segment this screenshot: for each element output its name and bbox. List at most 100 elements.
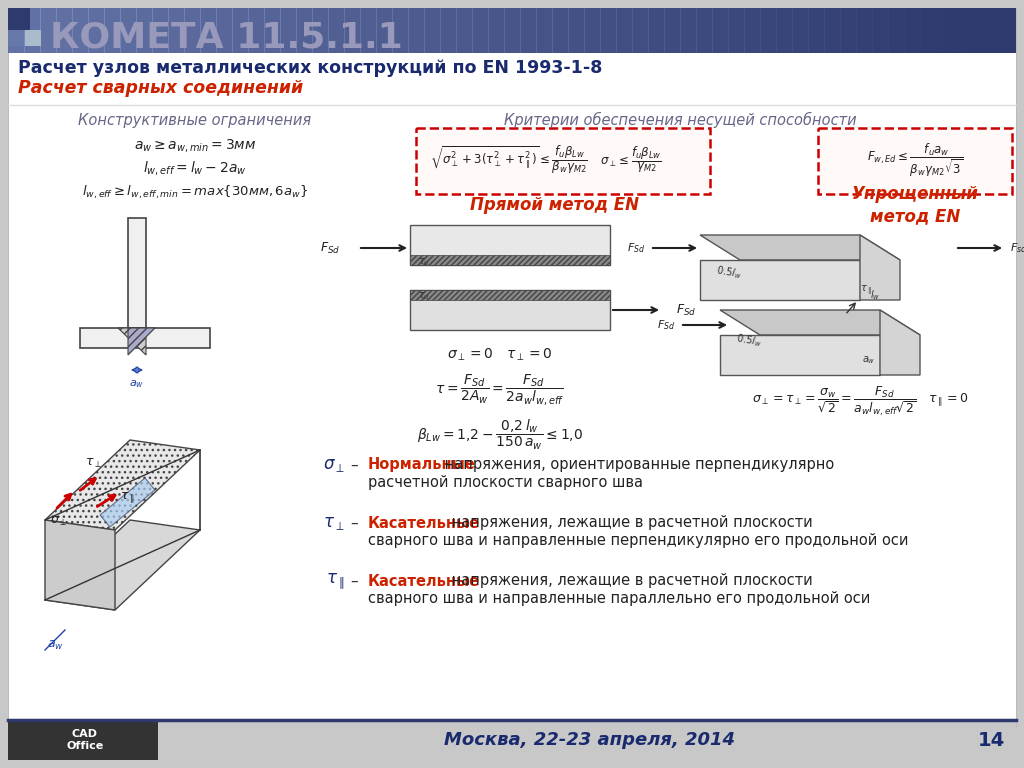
Text: Конструктивные ограничения: Конструктивные ограничения	[79, 112, 311, 127]
Bar	[696, 8, 713, 53]
Bar	[776, 8, 793, 53]
Bar	[824, 8, 841, 53]
Bar	[248, 8, 265, 53]
Bar	[872, 8, 889, 53]
Bar	[616, 8, 633, 53]
Text: $\boldsymbol{\tau_\parallel}$: $\boldsymbol{\tau_\parallel}$	[327, 571, 345, 591]
Polygon shape	[100, 478, 155, 527]
Bar	[792, 8, 809, 53]
Text: Прямой метод EN: Прямой метод EN	[470, 196, 640, 214]
FancyBboxPatch shape	[818, 128, 1012, 194]
Bar	[24, 8, 41, 53]
Bar	[648, 8, 665, 53]
Bar	[856, 8, 873, 53]
Text: $0.5l_w$: $0.5l_w$	[735, 331, 763, 349]
Bar	[664, 8, 681, 53]
Bar	[168, 8, 185, 53]
Bar	[552, 8, 569, 53]
Bar	[128, 218, 146, 328]
Bar	[88, 8, 105, 53]
Text: $\tau_\parallel$: $\tau_\parallel$	[860, 284, 871, 298]
Bar	[568, 8, 585, 53]
Bar	[136, 8, 153, 53]
Bar	[8, 720, 158, 760]
Bar	[488, 8, 505, 53]
Polygon shape	[880, 310, 920, 375]
Polygon shape	[118, 328, 146, 355]
Text: напряжения, ориентированные перпендикулярно: напряжения, ориентированные перпендикуля…	[440, 458, 835, 472]
Text: $\sigma_\perp\leq\dfrac{f_u\beta_{Lw}}{\gamma_{M2}}$: $\sigma_\perp\leq\dfrac{f_u\beta_{Lw}}{\…	[600, 144, 662, 175]
Text: $\sqrt{\sigma_\perp^2+3(\tau_\perp^2+\tau_\parallel^2)}\leq\dfrac{f_u\beta_{Lw}}: $\sqrt{\sigma_\perp^2+3(\tau_\perp^2+\ta…	[430, 144, 588, 177]
Bar	[410, 290, 610, 300]
Text: Критерии обеспечения несущей способности: Критерии обеспечения несущей способности	[504, 112, 856, 128]
Bar	[392, 8, 409, 53]
Text: $F_{Sd}$: $F_{Sd}$	[676, 303, 696, 317]
Bar	[680, 8, 697, 53]
Bar	[280, 8, 297, 53]
Text: –: –	[350, 458, 357, 472]
Bar	[728, 8, 745, 53]
Bar	[8, 30, 24, 46]
Text: $F_{w,Ed}\leq\dfrac{f_u a_w}{\beta_w\gamma_{M2}\sqrt{3}}$: $F_{w,Ed}\leq\dfrac{f_u a_w}{\beta_w\gam…	[866, 141, 964, 179]
Text: $\beta_{Lw} = 1{,}2 - \dfrac{0{,}2\,l_w}{150\,a_w} \leq 1{,}0$: $\beta_{Lw} = 1{,}2 - \dfrac{0{,}2\,l_w}…	[417, 418, 583, 452]
Bar	[216, 8, 233, 53]
Bar	[40, 8, 57, 53]
Bar	[8, 8, 25, 53]
Bar	[840, 8, 857, 53]
Bar	[8, 8, 1016, 53]
Bar	[344, 8, 361, 53]
Text: $\tau_\parallel$: $\tau_\parallel$	[120, 491, 134, 505]
Text: $\tau_\perp$: $\tau_\perp$	[85, 457, 101, 470]
Text: напряжения, лежащие в расчетной плоскости: напряжения, лежащие в расчетной плоскост…	[447, 574, 813, 588]
Text: $l_{w,eff} = l_w - 2a_w$: $l_{w,eff} = l_w - 2a_w$	[143, 159, 247, 177]
FancyBboxPatch shape	[416, 128, 710, 194]
Text: $a_w$: $a_w$	[46, 638, 63, 651]
Text: $F_{sd}$: $F_{sd}$	[1010, 241, 1024, 255]
Polygon shape	[45, 520, 200, 610]
Polygon shape	[700, 260, 860, 300]
Text: Упрощенный
метод EN: Упрощенный метод EN	[852, 185, 979, 225]
Bar	[312, 8, 329, 53]
Text: $\tau = \dfrac{F_{Sd}}{2A_w} = \dfrac{F_{Sd}}{2a_w l_{w,eff}}$: $\tau = \dfrac{F_{Sd}}{2A_w} = \dfrac{F_…	[435, 372, 564, 407]
Bar	[600, 8, 617, 53]
Text: $l_{w,eff} \geq l_{w,eff,min} = max\{30мм, 6a_w\}$: $l_{w,eff} \geq l_{w,eff,min} = max\{30м…	[82, 184, 308, 200]
Bar	[80, 328, 210, 348]
Text: расчетной плоскости сварного шва: расчетной плоскости сварного шва	[368, 475, 643, 491]
Polygon shape	[860, 235, 900, 300]
Bar	[232, 8, 249, 53]
Bar	[8, 720, 1016, 760]
Text: $\tau_u$: $\tau_u$	[418, 290, 430, 302]
Bar	[808, 8, 825, 53]
Bar	[760, 8, 777, 53]
Bar	[504, 8, 521, 53]
Text: $a_w \geq a_{w,min} = 3мм$: $a_w \geq a_{w,min} = 3мм$	[134, 137, 256, 154]
Polygon shape	[720, 335, 880, 375]
Polygon shape	[128, 328, 155, 355]
Bar	[410, 225, 610, 265]
Bar	[376, 8, 393, 53]
Bar	[440, 8, 457, 53]
Bar	[408, 8, 425, 53]
Bar	[200, 8, 217, 53]
Bar	[632, 8, 649, 53]
Bar	[456, 8, 473, 53]
Bar	[328, 8, 345, 53]
Bar	[712, 8, 729, 53]
Bar	[360, 8, 377, 53]
Bar	[8, 8, 30, 30]
Polygon shape	[45, 440, 200, 530]
Bar	[25, 30, 41, 46]
Bar	[120, 8, 137, 53]
Text: $a_w$: $a_w$	[862, 354, 876, 366]
Text: $\boldsymbol{\sigma_\perp}$: $\boldsymbol{\sigma_\perp}$	[323, 456, 345, 474]
Text: $\sigma_\perp = \tau_\perp = \dfrac{\sigma_w}{\sqrt{2}} = \dfrac{F_{Sd}}{a_w l_{: $\sigma_\perp = \tau_\perp = \dfrac{\sig…	[752, 385, 969, 419]
Text: 14: 14	[978, 730, 1005, 750]
Bar	[184, 8, 201, 53]
Text: КОМЕТА 11.5.1.1: КОМЕТА 11.5.1.1	[50, 21, 402, 55]
Text: Расчет узлов металлических конструкций по EN 1993-1-8: Расчет узлов металлических конструкций п…	[18, 59, 602, 77]
Text: $\boldsymbol{\tau_\perp}$: $\boldsymbol{\tau_\perp}$	[324, 514, 345, 532]
Text: $F_{Sd}$: $F_{Sd}$	[656, 318, 675, 332]
Bar	[920, 8, 937, 53]
Text: Касательные: Касательные	[368, 574, 480, 588]
Bar	[536, 8, 553, 53]
